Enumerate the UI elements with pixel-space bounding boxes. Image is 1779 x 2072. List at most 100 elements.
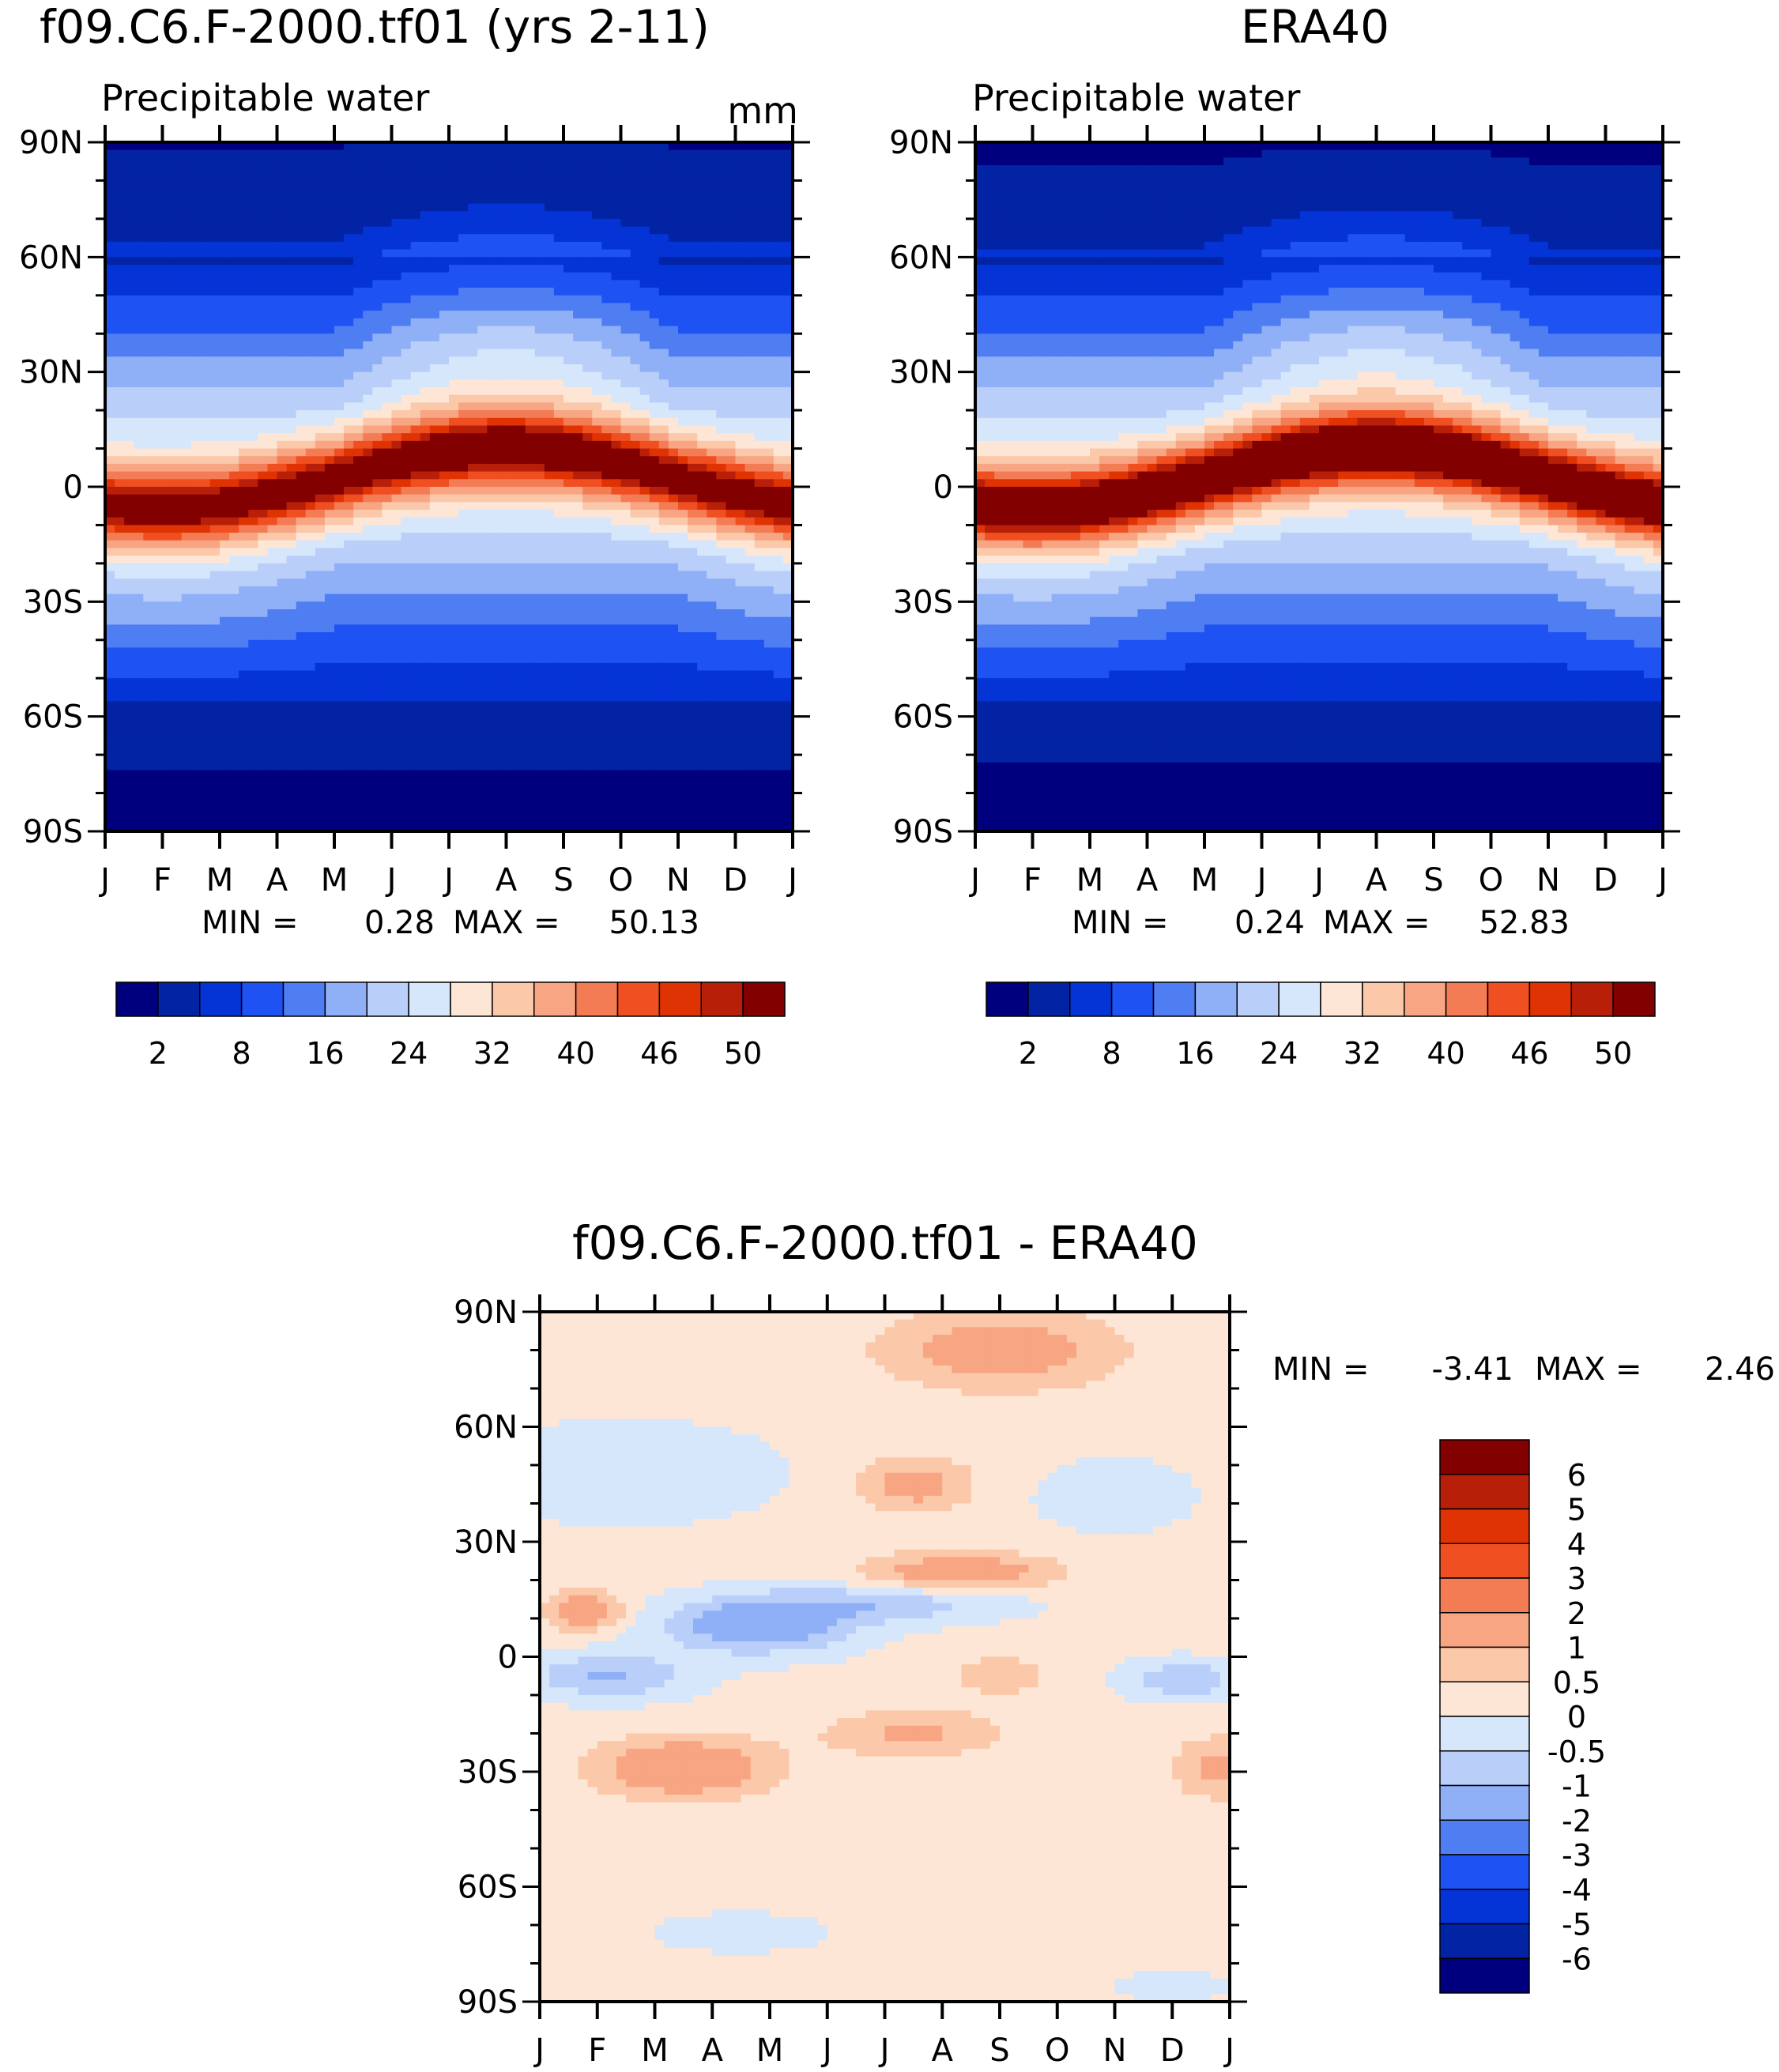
- contour-cell: [382, 525, 392, 533]
- contour-cell: [115, 402, 125, 410]
- contour-cell: [248, 418, 258, 426]
- contour-cell: [430, 425, 440, 433]
- contour-cell: [267, 326, 277, 334]
- contour-cell: [516, 624, 526, 632]
- contour-cell: [496, 364, 507, 372]
- contour-cell: [468, 563, 478, 571]
- contour-cell: [621, 250, 631, 258]
- contour-cell: [707, 556, 717, 563]
- contour-cell: [420, 196, 431, 204]
- contour-cell: [545, 571, 555, 579]
- contour-cell: [220, 487, 230, 495]
- contour-cell: [764, 518, 775, 526]
- contour-cell: [401, 601, 412, 609]
- contour-cell: [449, 578, 459, 586]
- contour-cell: [496, 533, 507, 541]
- contour-cell: [210, 601, 220, 609]
- contour-cell: [774, 395, 784, 403]
- contour-cell: [477, 632, 488, 640]
- contour-cell: [611, 296, 621, 303]
- contour-cell: [277, 280, 288, 288]
- contour-cell: [344, 211, 354, 219]
- contour-cell: [650, 472, 660, 480]
- contour-cell: [449, 487, 459, 495]
- contour-cell: [554, 433, 564, 441]
- contour-cell: [745, 356, 756, 364]
- contour-cell: [678, 479, 688, 487]
- contour-cell: [306, 548, 316, 556]
- contour-cell: [315, 525, 326, 533]
- contour-cell: [430, 379, 440, 387]
- contour-cell: [401, 663, 412, 671]
- contour-cell: [306, 425, 316, 433]
- contour-cell: [182, 265, 192, 273]
- contour-cell: [210, 663, 220, 671]
- contour-cell: [420, 180, 431, 188]
- contour-cell: [287, 640, 297, 648]
- contour-cell: [726, 594, 736, 602]
- contour-cell: [697, 556, 707, 563]
- contour-cell: [439, 533, 450, 541]
- contour-cell: [449, 655, 459, 663]
- contour-cell: [420, 379, 431, 387]
- contour-cell: [496, 234, 507, 242]
- contour-cell: [220, 609, 230, 617]
- contour-cell: [430, 341, 440, 349]
- contour-cell: [372, 425, 383, 433]
- contour-cell: [353, 609, 364, 617]
- contour-cell: [420, 372, 431, 380]
- contour-cell: [621, 341, 631, 349]
- contour-cell: [191, 418, 202, 426]
- contour-cell: [248, 609, 258, 617]
- contour-cell: [372, 280, 383, 288]
- contour-cell: [688, 356, 698, 364]
- contour-cell: [496, 296, 507, 303]
- contour-cell: [315, 165, 326, 173]
- contour-cell: [582, 349, 593, 357]
- contour-cell: [468, 402, 478, 410]
- contour-cell: [277, 632, 288, 640]
- contour-cell: [430, 303, 440, 311]
- contour-cell: [334, 318, 345, 326]
- contour-cell: [621, 280, 631, 288]
- contour-cell: [182, 372, 192, 380]
- contour-cell: [420, 525, 431, 533]
- contour-cell: [496, 624, 507, 632]
- contour-cell: [659, 372, 669, 380]
- contour-cell: [516, 288, 526, 296]
- contour-cell: [659, 525, 669, 533]
- contour-cell: [134, 663, 144, 671]
- contour-cell: [458, 219, 469, 227]
- contour-cell: [592, 311, 602, 318]
- contour-cell: [277, 242, 288, 250]
- contour-cell: [659, 211, 669, 219]
- contour-cell: [582, 663, 593, 671]
- contour-cell: [601, 533, 612, 541]
- contour-cell: [267, 472, 277, 480]
- contour-cell: [267, 157, 277, 165]
- contour-cell: [315, 663, 326, 671]
- contour-cell: [669, 609, 679, 617]
- contour-cell: [535, 173, 545, 181]
- contour-cell: [382, 296, 392, 303]
- contour-cell: [697, 433, 707, 441]
- contour-cell: [601, 242, 612, 250]
- contour-cell: [134, 594, 144, 602]
- contour-cell: [688, 234, 698, 242]
- contour-cell: [764, 395, 775, 403]
- contour-cell: [153, 456, 163, 464]
- contour-cell: [287, 188, 297, 196]
- contour-cell: [573, 318, 583, 326]
- contour-cell: [325, 548, 335, 556]
- contour-cell: [582, 356, 593, 364]
- contour-cell: [306, 180, 316, 188]
- contour-cell: [344, 601, 354, 609]
- contour-cell: [659, 632, 669, 640]
- contour-cell: [315, 265, 326, 273]
- contour-cell: [325, 356, 335, 364]
- contour-cell: [229, 173, 239, 181]
- contour-cell: [382, 349, 392, 357]
- contour-cell: [325, 586, 335, 594]
- contour-cell: [449, 188, 459, 196]
- contour-cell: [640, 433, 650, 441]
